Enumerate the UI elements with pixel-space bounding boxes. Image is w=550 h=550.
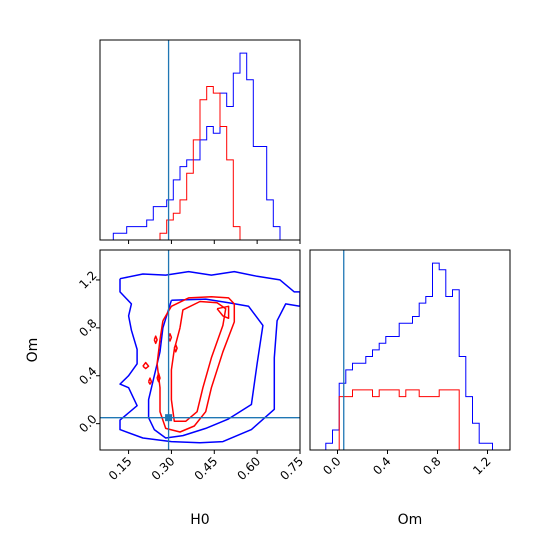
x-tick-label: 0.30	[149, 454, 178, 483]
x-axis-label-om: Om	[398, 512, 423, 528]
contour-line-red	[170, 300, 227, 423]
x-tick-label: 0.60	[234, 454, 263, 483]
y-tick-label: 0.0	[76, 412, 99, 435]
y-tick-label: 0.8	[76, 316, 99, 339]
x-tick-label: 0.4	[370, 454, 393, 477]
histogram-step-blue	[100, 52, 300, 241]
y-tick-label: 0.4	[76, 364, 99, 387]
x-tick-label: 0.8	[420, 454, 443, 477]
y-tick-label: 1.2	[76, 268, 99, 291]
x-tick-label: 0.45	[192, 454, 221, 483]
truth-marker	[165, 414, 173, 422]
contour-line-red	[167, 333, 173, 342]
om-histogram-frame	[309, 249, 511, 451]
histogram-step-blue	[312, 262, 506, 451]
y-axis-label-om: Om	[25, 338, 41, 363]
contour-line-blue	[147, 298, 264, 439]
h0-histogram-ticks	[128, 240, 301, 244]
contour-line-red	[147, 377, 153, 385]
contour-line-red	[156, 372, 161, 383]
h0-histogram-panel	[99, 39, 301, 244]
x-axis-label-h0: H0	[190, 512, 209, 528]
histogram-step-red	[100, 86, 300, 241]
contour-line-red	[173, 343, 178, 353]
contour-line-blue	[119, 270, 300, 444]
histogram-step-red	[312, 389, 506, 451]
contour-line-red	[156, 295, 236, 433]
om-histogram-ticks: 0.0 0.4 0.8 1.2	[320, 450, 494, 478]
h0-om-contour-ticks: 0.15 0.30 0.45 0.60 0.75 0.0 0.4 0.8 1.2	[76, 268, 306, 483]
x-tick-label: 0.75	[277, 454, 306, 483]
x-tick-label: 1.2	[470, 454, 493, 477]
contour-line-red	[216, 305, 230, 320]
x-tick-label: 0.15	[106, 454, 135, 483]
om-histogram-panel: 0.0 0.4 0.8 1.2 Om	[309, 249, 511, 528]
h0-om-contour-frame	[99, 249, 301, 451]
contour-line-red	[153, 335, 158, 345]
x-tick-label: 0.0	[320, 454, 343, 477]
contour-line-red	[142, 361, 150, 370]
h0-om-contour-panel: 0.15 0.30 0.45 0.60 0.75 0.0 0.4 0.8 1.2 H0 Om	[25, 249, 306, 528]
h0-histogram-frame	[99, 39, 301, 241]
